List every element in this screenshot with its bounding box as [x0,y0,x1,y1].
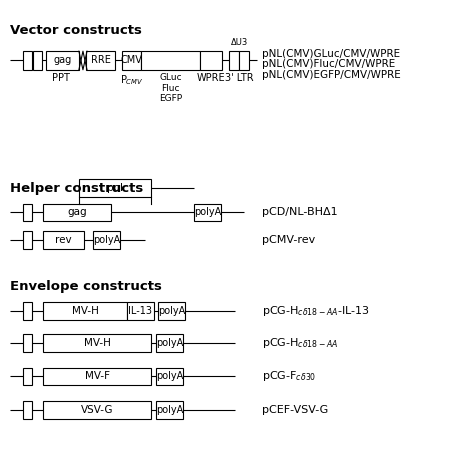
Text: pCG-H$_{cδ18-AA}$: pCG-H$_{cδ18-AA}$ [262,336,338,350]
Text: pCG-F$_{cδ30}$: pCG-F$_{cδ30}$ [262,369,316,383]
Bar [33,51,42,70]
Text: MV-F: MV-F [85,371,110,382]
Bar [43,203,111,221]
Text: ΔU3: ΔU3 [231,37,248,46]
Bar [23,203,32,221]
Bar [200,51,222,70]
Text: Helper constructs: Helper constructs [10,182,144,195]
Text: pol: pol [108,183,123,193]
Bar [156,334,183,352]
Bar [43,231,84,249]
Text: pNL(CMV)EGFP/CMV/WPRE: pNL(CMV)EGFP/CMV/WPRE [262,70,401,80]
Bar [229,51,239,70]
Text: pCD/NL-BHΔ1: pCD/NL-BHΔ1 [262,208,337,218]
Text: gag: gag [67,208,87,218]
Bar [23,334,32,352]
Text: WPRE: WPRE [197,73,225,83]
Bar [43,302,127,320]
Text: polyA: polyA [158,306,185,316]
Bar [194,203,221,221]
Bar [43,367,152,385]
Bar [86,51,115,70]
Text: pCMV-rev: pCMV-rev [262,235,315,245]
Text: polyA: polyA [194,208,221,218]
Bar [23,231,32,249]
Bar [141,51,200,70]
Bar [23,302,32,320]
Bar [122,51,141,70]
Text: pCEF-VSV-G: pCEF-VSV-G [262,405,328,415]
Bar [46,51,79,70]
Text: pNL(CMV)GLuc/CMV/WPRE: pNL(CMV)GLuc/CMV/WPRE [262,48,400,58]
Text: Envelope constructs: Envelope constructs [10,280,162,293]
Text: CMV: CMV [121,55,143,65]
Text: polyA: polyA [93,235,120,245]
Bar [156,401,183,419]
Text: polyA: polyA [156,371,183,382]
Bar [158,302,185,320]
Bar [79,179,152,197]
Bar [43,401,152,419]
Text: 3' LTR: 3' LTR [225,73,254,83]
Bar [239,51,249,70]
Text: gag: gag [54,55,72,65]
Bar [43,334,152,352]
Text: IL-13: IL-13 [128,306,152,316]
Text: P$_{CMV}$: P$_{CMV}$ [120,73,144,87]
Text: RRE: RRE [91,55,111,65]
Bar [23,51,32,70]
Text: GLuc
Fluc
EGFP: GLuc Fluc EGFP [159,73,182,103]
Text: pNL(CMV)Fluc/CMV/WPRE: pNL(CMV)Fluc/CMV/WPRE [262,59,395,69]
Text: polyA: polyA [156,338,183,348]
Text: pCG-H$_{cδ18-AA}$-IL-13: pCG-H$_{cδ18-AA}$-IL-13 [262,304,370,319]
Text: rev: rev [55,235,72,245]
Text: MV-H: MV-H [84,338,111,348]
Bar [93,231,120,249]
Bar [127,302,154,320]
Text: MV-H: MV-H [72,306,99,316]
Text: polyA: polyA [156,405,183,415]
Bar [156,367,183,385]
Text: VSV-G: VSV-G [81,405,114,415]
Text: PPT: PPT [53,73,70,83]
Bar [23,401,32,419]
Bar [23,367,32,385]
Text: Vector constructs: Vector constructs [10,24,142,37]
